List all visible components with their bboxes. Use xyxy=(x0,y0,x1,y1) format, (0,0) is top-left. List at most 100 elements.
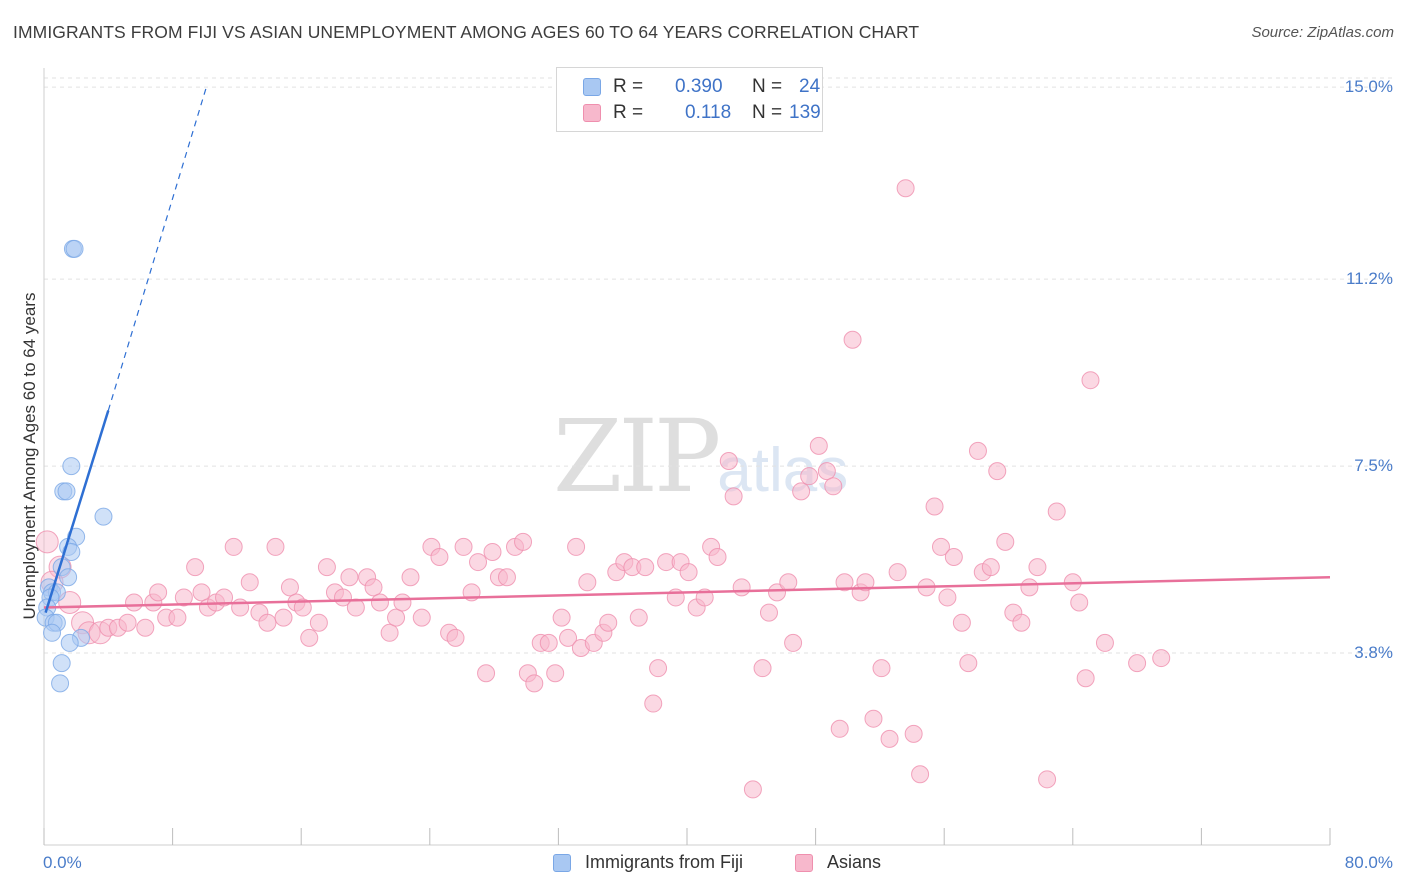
data-point xyxy=(60,633,79,652)
data-point xyxy=(274,608,293,627)
data-point xyxy=(266,537,285,556)
data-point xyxy=(1028,558,1047,577)
legend-r-value: 0.118 xyxy=(685,102,732,123)
x-tick-label-max: 80.0% xyxy=(1344,853,1393,872)
legend-r-label: R = xyxy=(613,102,644,123)
x-tick-label-min: 0.0% xyxy=(43,853,82,872)
data-point xyxy=(1128,654,1147,673)
data-point xyxy=(393,593,412,612)
data-point xyxy=(370,593,389,612)
series-asians xyxy=(35,179,1171,799)
data-point xyxy=(578,573,597,592)
data-point xyxy=(800,467,819,486)
y-tick-label: 7.5% xyxy=(1354,456,1393,476)
data-point xyxy=(539,633,558,652)
data-point xyxy=(293,598,312,617)
data-point xyxy=(125,593,144,612)
axes xyxy=(43,68,1331,846)
data-point xyxy=(864,709,883,728)
data-point xyxy=(944,548,963,567)
data-point xyxy=(1012,613,1031,632)
data-point xyxy=(430,548,449,567)
data-point xyxy=(186,558,205,577)
watermark-zip: ZIP xyxy=(553,398,721,515)
data-point xyxy=(514,532,533,551)
trend-line-fiji-extension xyxy=(107,86,207,411)
data-point xyxy=(938,588,957,607)
data-point xyxy=(57,482,76,501)
data-point xyxy=(952,613,971,632)
data-point xyxy=(649,659,668,678)
data-point xyxy=(719,452,738,471)
data-point xyxy=(817,462,836,481)
data-point xyxy=(454,537,473,556)
data-point xyxy=(824,477,843,496)
data-point xyxy=(988,462,1007,481)
data-point xyxy=(1152,649,1171,668)
data-point xyxy=(1020,578,1039,597)
data-point xyxy=(1038,770,1057,789)
data-point xyxy=(679,563,698,582)
data-point xyxy=(732,578,751,597)
data-point xyxy=(843,330,862,349)
data-point xyxy=(809,436,828,455)
data-point xyxy=(62,457,81,476)
data-point xyxy=(835,573,854,592)
data-point xyxy=(280,578,299,597)
legend-n-value: 24 xyxy=(799,76,821,97)
data-point xyxy=(708,548,727,567)
data-point xyxy=(380,623,399,642)
data-point xyxy=(340,568,359,587)
data-point xyxy=(469,553,488,572)
data-point xyxy=(168,608,187,627)
trend-line-asians xyxy=(43,575,1331,609)
data-point xyxy=(149,583,168,602)
legend-n-value: 139 xyxy=(789,102,821,123)
bottom-legend-swatch-asians xyxy=(795,854,813,872)
data-point xyxy=(224,537,243,556)
data-point xyxy=(792,482,811,501)
data-point xyxy=(931,537,950,556)
data-point xyxy=(446,628,465,647)
data-point xyxy=(35,530,59,554)
bottom-legend-label-asians: Asians xyxy=(827,852,882,872)
data-point xyxy=(552,608,571,627)
correlation-legend: R = 0.390 N = 24 R = 0.118 N = 139 xyxy=(556,67,823,132)
legend-swatch-fiji xyxy=(583,78,601,96)
data-point xyxy=(888,563,907,582)
bottom-legend-label-fiji: Immigrants from Fiji xyxy=(585,852,744,872)
source-credit: Source: ZipAtlas.com xyxy=(1251,24,1394,41)
data-point xyxy=(497,568,516,587)
data-point xyxy=(174,588,193,607)
data-point xyxy=(567,537,586,556)
data-point xyxy=(1076,669,1095,688)
data-point xyxy=(136,618,155,637)
data-point xyxy=(856,573,875,592)
data-point xyxy=(317,558,336,577)
data-point xyxy=(636,558,655,577)
data-point xyxy=(1047,502,1066,521)
trend-layer xyxy=(43,86,1331,613)
bottom-legend-swatch-fiji xyxy=(553,854,571,872)
data-point xyxy=(1070,593,1089,612)
legend-swatch-asians xyxy=(583,104,601,122)
data-point xyxy=(412,608,431,627)
data-point xyxy=(118,613,137,632)
data-point xyxy=(525,674,544,693)
data-point xyxy=(904,724,923,743)
data-point xyxy=(546,664,565,683)
data-point xyxy=(364,578,383,597)
y-tick-label: 15.0% xyxy=(1344,77,1393,97)
data-point xyxy=(52,654,71,673)
data-point xyxy=(779,573,798,592)
y-axis-label: Unemployment Among Ages 60 to 64 years xyxy=(20,292,39,620)
legend-n-label: N = xyxy=(752,76,783,97)
data-point xyxy=(94,507,113,526)
chart-title: IMMIGRANTS FROM FIJI VS ASIAN UNEMPLOYME… xyxy=(13,22,920,42)
data-point xyxy=(872,659,891,678)
data-point xyxy=(65,239,84,258)
y-tick-label: 11.2% xyxy=(1346,269,1393,289)
data-point xyxy=(1095,633,1114,652)
data-point xyxy=(959,654,978,673)
